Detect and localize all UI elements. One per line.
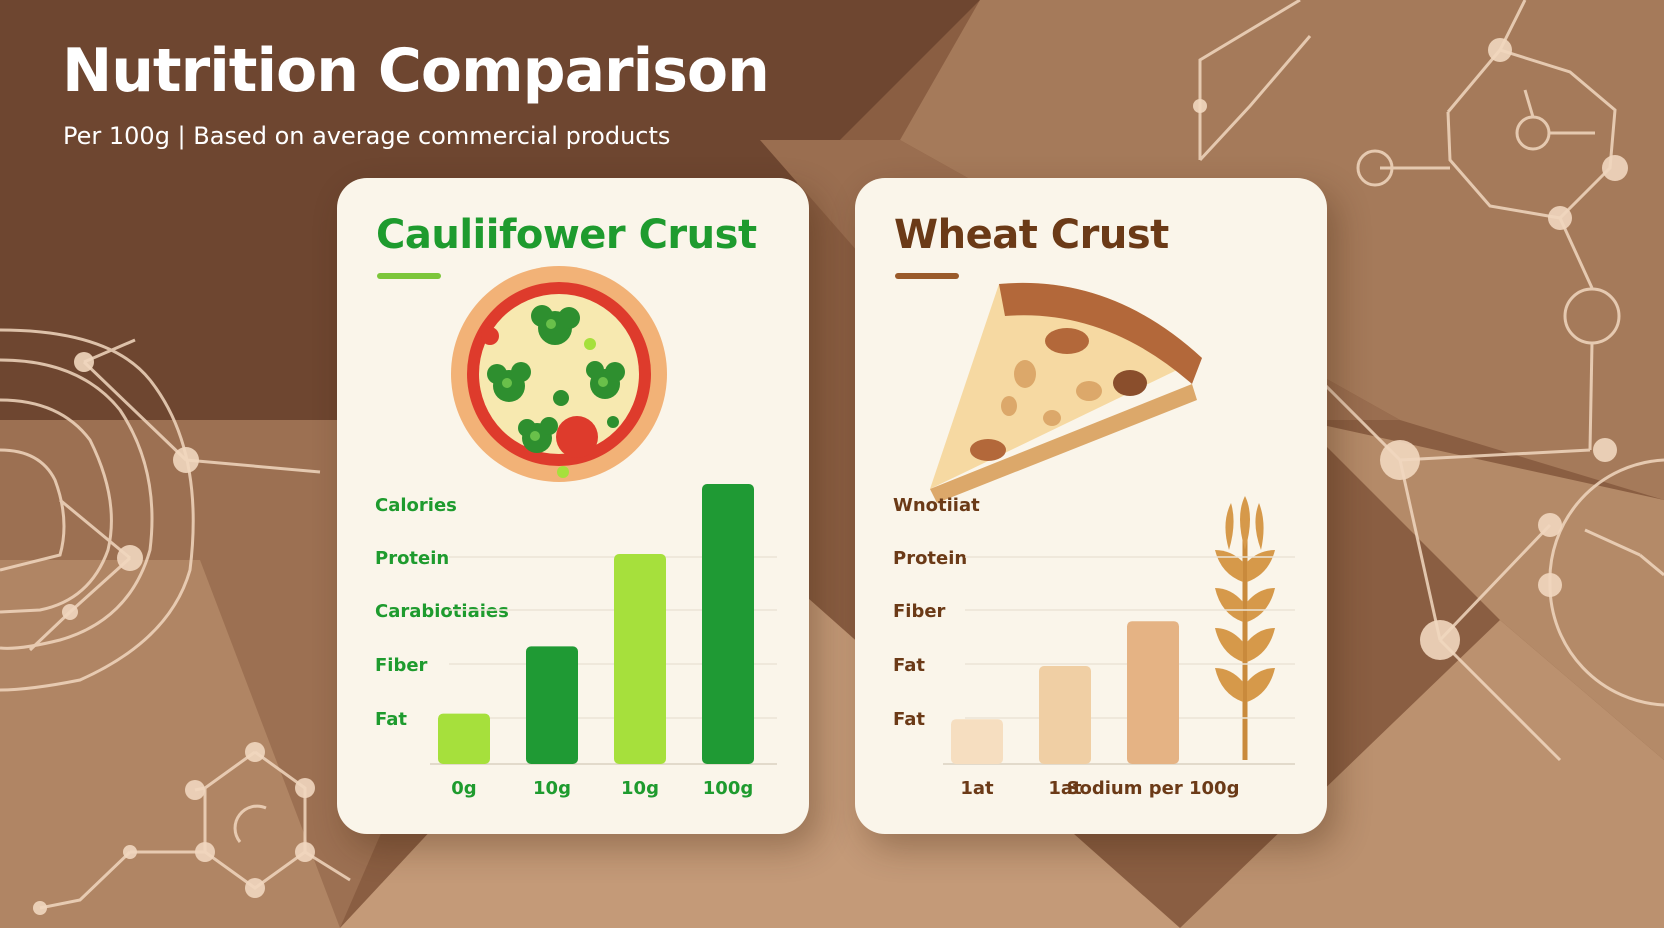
cauliflower-bar-chart: Calories Protein Carabiotiaies Fiber Fat 0g 10… <box>375 484 777 799</box>
row-label: Fiber <box>375 655 428 676</box>
tick-label: Sodium per 100g <box>1067 778 1240 799</box>
row-label: Fat <box>893 709 925 730</box>
tick-label: 10g <box>621 778 659 799</box>
tick-label: 100g <box>703 778 753 799</box>
page-subtitle: Per 100g | Based on average commercial p… <box>63 122 671 150</box>
bar <box>702 484 754 764</box>
row-label: Fat <box>893 655 925 676</box>
tick-label: 0g <box>451 778 476 799</box>
bar <box>526 646 578 764</box>
bar <box>1039 666 1091 764</box>
cauliflower-card: Cauliifower Crust Calories Protein Carabio… <box>337 178 809 834</box>
row-label: Carabiotiaies <box>375 601 509 622</box>
wheat-title-underline <box>895 273 959 279</box>
cauliflower-card-title: Cauliifower Crust <box>376 212 757 258</box>
row-label: Fat <box>375 709 407 730</box>
wheat-card: Wheat Crust Wnoti <box>855 178 1327 834</box>
bar <box>1127 621 1179 764</box>
page-title: Nutrition Comparison <box>62 36 770 106</box>
bar <box>951 719 1003 764</box>
row-label: Calories <box>375 495 457 516</box>
cauliflower-title-underline <box>377 273 441 279</box>
tick-label: 1at <box>1048 778 1082 799</box>
wheat-card-title: Wheat Crust <box>894 212 1169 258</box>
bar <box>438 713 490 764</box>
pizza-slice-icon <box>930 282 1202 503</box>
row-label: Protein <box>375 548 449 569</box>
pizza-icon <box>451 266 667 482</box>
tick-label: 1at <box>960 778 994 799</box>
tick-label: 10g <box>533 778 571 799</box>
row-label: Wnotiiat <box>893 495 980 516</box>
row-label: Fiber <box>893 601 946 622</box>
row-label: Protein <box>893 548 967 569</box>
bar <box>614 554 666 764</box>
